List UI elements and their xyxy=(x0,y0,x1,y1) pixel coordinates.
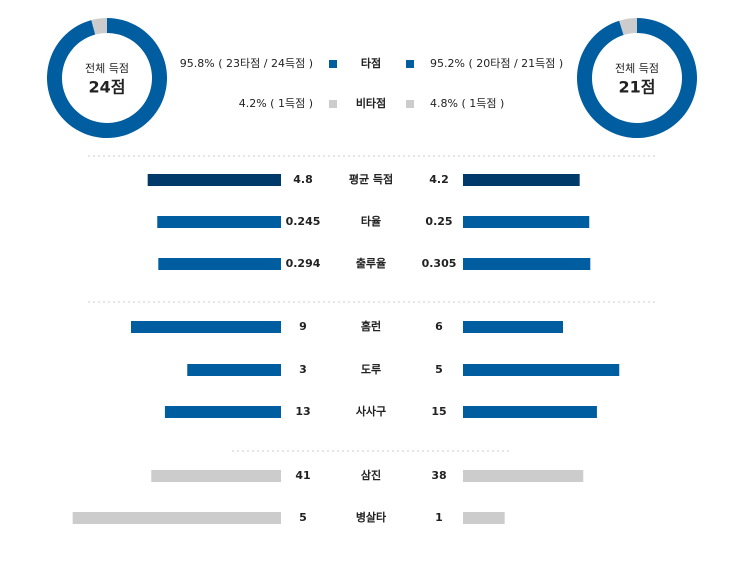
bar-right xyxy=(463,258,591,270)
bar-left xyxy=(187,364,281,376)
legend-right-value: 95.2% ( 20타점 / 21득점 ) xyxy=(430,57,563,70)
row-label: 홈런 xyxy=(361,319,381,333)
legend-left-value: 95.8% ( 23타점 / 24득점 ) xyxy=(180,57,313,70)
bar-right xyxy=(463,364,620,376)
legend-name: 비타점 xyxy=(356,96,386,110)
row-label: 병살타 xyxy=(356,510,387,524)
donut-label: 전체 득점 xyxy=(615,62,659,75)
value-right: 0.25 xyxy=(425,215,452,228)
row-label: 평균 득점 xyxy=(349,172,393,186)
bar-left xyxy=(147,174,281,186)
bar-right xyxy=(463,406,597,418)
bar-left xyxy=(157,216,281,228)
legend-swatch xyxy=(329,60,337,68)
legend-name: 타점 xyxy=(361,56,381,70)
value-right: 15 xyxy=(431,405,446,418)
row-label: 타율 xyxy=(361,214,381,228)
bar-left xyxy=(72,512,282,524)
value-right: 38 xyxy=(431,469,446,482)
value-right: 6 xyxy=(435,320,443,333)
row-label: 사사구 xyxy=(356,404,386,418)
legend-swatch xyxy=(406,100,414,108)
donut-slice xyxy=(91,18,107,35)
bar-left xyxy=(164,406,281,418)
row-label: 출루율 xyxy=(356,256,386,270)
donut-total: 21점 xyxy=(619,78,656,97)
legend-right-value: 4.8% ( 1득점 ) xyxy=(430,97,504,110)
value-left: 0.294 xyxy=(286,257,321,270)
bar-left xyxy=(151,470,281,482)
value-right: 1 xyxy=(435,511,443,524)
value-left: 9 xyxy=(299,320,307,333)
legend-swatch xyxy=(406,60,414,68)
donut-total: 24점 xyxy=(89,78,126,97)
value-left: 0.245 xyxy=(286,215,321,228)
bar-right xyxy=(463,512,505,524)
bar-right xyxy=(463,174,580,186)
bar-right xyxy=(463,321,563,333)
value-right: 4.2 xyxy=(429,173,449,186)
value-left: 5 xyxy=(299,511,307,524)
value-right: 0.305 xyxy=(422,257,457,270)
value-left: 4.8 xyxy=(293,173,313,186)
bar-right xyxy=(463,470,584,482)
row-label: 삼진 xyxy=(361,468,381,482)
bar-left xyxy=(158,258,281,270)
legend-swatch xyxy=(329,100,337,108)
value-left: 13 xyxy=(295,405,310,418)
bar-right xyxy=(463,216,590,228)
value-right: 5 xyxy=(435,363,443,376)
bar-left xyxy=(131,321,281,333)
donut-label: 전체 득점 xyxy=(85,62,129,75)
donut-slice xyxy=(619,18,637,36)
row-label: 도루 xyxy=(361,363,381,376)
value-left: 41 xyxy=(295,469,310,482)
value-left: 3 xyxy=(299,363,307,376)
legend-left-value: 4.2% ( 1득점 ) xyxy=(239,97,313,110)
